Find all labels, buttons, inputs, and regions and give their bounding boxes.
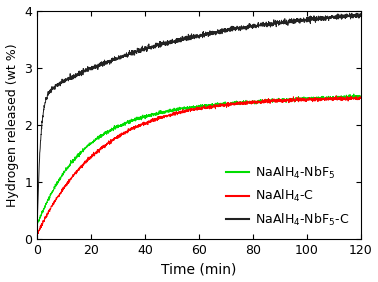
NaAlH$_4$-C	[192, 109, 197, 112]
NaAlH$_4$-NbF$_5$-C	[35, 237, 39, 241]
NaAlH$_4$-NbF$_5$	[349, 95, 353, 99]
NaAlH$_4$-C	[184, 109, 188, 112]
NaAlH$_4$-C	[290, 99, 294, 102]
NaAlH$_4$-NbF$_5$	[349, 95, 353, 98]
NaAlH$_4$-NbF$_5$	[35, 222, 39, 226]
NaAlH$_4$-C	[35, 233, 39, 236]
NaAlH$_4$-NbF$_5$-C	[183, 38, 188, 42]
NaAlH$_4$-NbF$_5$	[352, 92, 356, 96]
NaAlH$_4$-NbF$_5$-C	[290, 19, 294, 23]
X-axis label: Time (min): Time (min)	[161, 263, 237, 276]
Line: NaAlH$_4$-NbF$_5$-C: NaAlH$_4$-NbF$_5$-C	[37, 13, 361, 239]
NaAlH$_4$-C	[349, 96, 354, 100]
NaAlH$_4$-NbF$_5$-C	[349, 13, 353, 16]
NaAlH$_4$-NbF$_5$	[35, 223, 39, 226]
NaAlH$_4$-C	[349, 98, 353, 101]
NaAlH$_4$-C	[51, 203, 56, 206]
NaAlH$_4$-C	[35, 231, 39, 235]
NaAlH$_4$-C	[334, 94, 338, 97]
NaAlH$_4$-NbF$_5$	[358, 95, 363, 99]
NaAlH$_4$-NbF$_5$	[51, 188, 56, 191]
NaAlH$_4$-NbF$_5$-C	[349, 13, 353, 16]
NaAlH$_4$-NbF$_5$-C	[358, 15, 363, 18]
NaAlH$_4$-NbF$_5$	[184, 106, 188, 109]
Legend: NaAlH$_4$-NbF$_5$, NaAlH$_4$-C, NaAlH$_4$-NbF$_5$-C: NaAlH$_4$-NbF$_5$, NaAlH$_4$-C, NaAlH$_4…	[222, 160, 354, 233]
Line: NaAlH$_4$-C: NaAlH$_4$-C	[37, 96, 361, 235]
NaAlH$_4$-NbF$_5$	[290, 98, 294, 102]
NaAlH$_4$-NbF$_5$-C	[347, 12, 352, 15]
NaAlH$_4$-C	[358, 97, 363, 100]
Y-axis label: Hydrogen released (wt %): Hydrogen released (wt %)	[6, 43, 19, 207]
NaAlH$_4$-NbF$_5$	[192, 106, 197, 109]
NaAlH$_4$-NbF$_5$-C	[192, 35, 197, 39]
Line: NaAlH$_4$-NbF$_5$: NaAlH$_4$-NbF$_5$	[37, 94, 361, 224]
NaAlH$_4$-NbF$_5$-C	[51, 87, 56, 90]
